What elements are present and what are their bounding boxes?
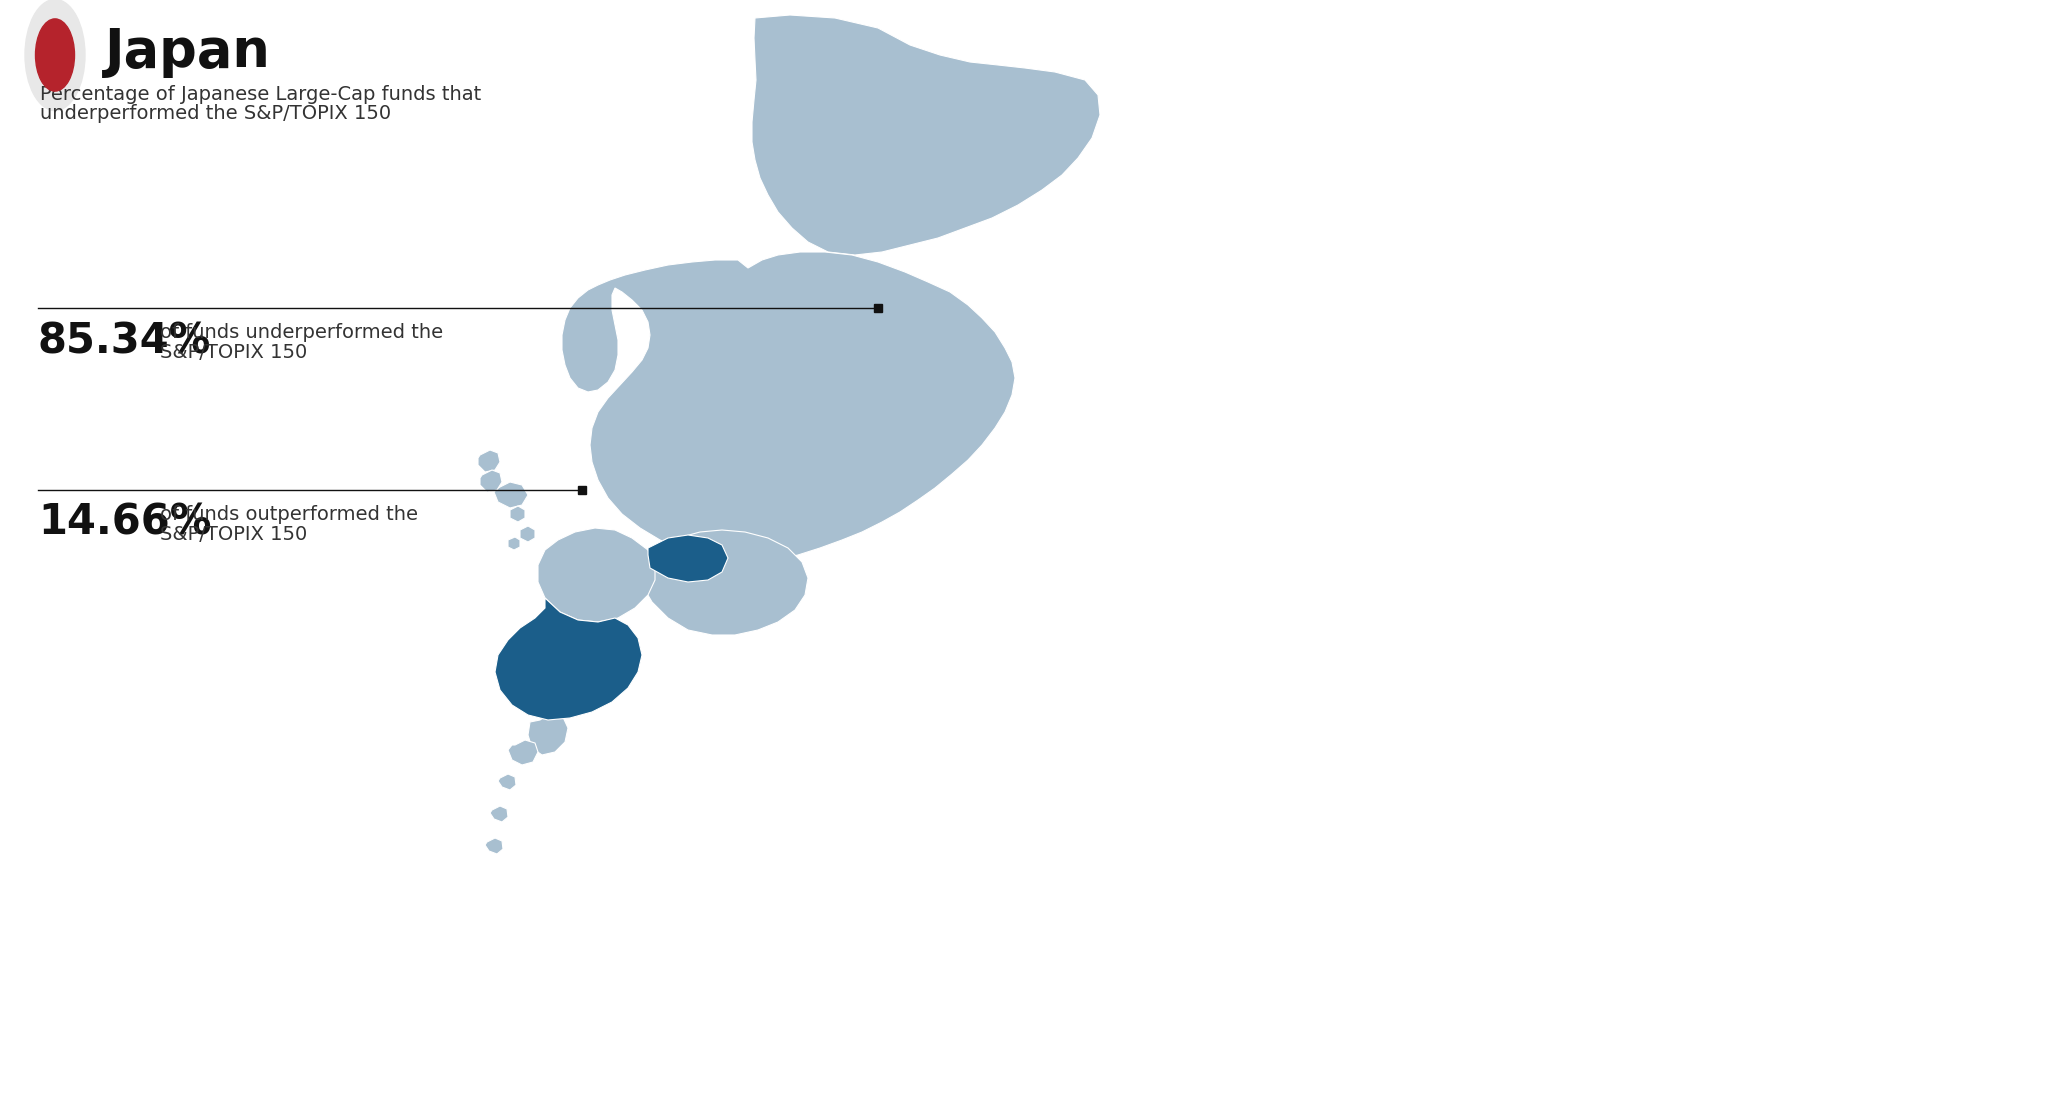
Text: 14.66%: 14.66%: [39, 502, 211, 544]
Polygon shape: [494, 482, 528, 508]
Polygon shape: [561, 252, 1016, 562]
Text: Percentage of Japanese Large-Cap funds that: Percentage of Japanese Large-Cap funds t…: [41, 85, 481, 104]
Text: underperformed the S&P/TOPIX 150: underperformed the S&P/TOPIX 150: [41, 104, 391, 123]
Polygon shape: [639, 530, 809, 635]
Polygon shape: [498, 774, 516, 790]
Polygon shape: [496, 598, 641, 720]
Polygon shape: [539, 528, 655, 622]
Text: S&P/TOPIX 150: S&P/TOPIX 150: [160, 343, 307, 362]
Polygon shape: [479, 470, 502, 492]
Polygon shape: [508, 538, 520, 550]
Polygon shape: [489, 806, 508, 822]
Ellipse shape: [35, 19, 74, 91]
Ellipse shape: [25, 0, 86, 111]
Polygon shape: [520, 526, 535, 542]
Polygon shape: [485, 838, 504, 854]
Text: Japan: Japan: [104, 27, 270, 79]
Text: 85.34%: 85.34%: [39, 320, 211, 362]
Polygon shape: [647, 535, 727, 582]
Text: S&P/TOPIX 150: S&P/TOPIX 150: [160, 525, 307, 544]
Text: of funds underperformed the: of funds underperformed the: [160, 323, 442, 342]
Polygon shape: [477, 450, 500, 472]
Polygon shape: [508, 740, 539, 765]
Polygon shape: [752, 15, 1100, 255]
Text: of funds outperformed the: of funds outperformed the: [160, 505, 418, 524]
Polygon shape: [510, 507, 524, 522]
Polygon shape: [528, 712, 567, 755]
